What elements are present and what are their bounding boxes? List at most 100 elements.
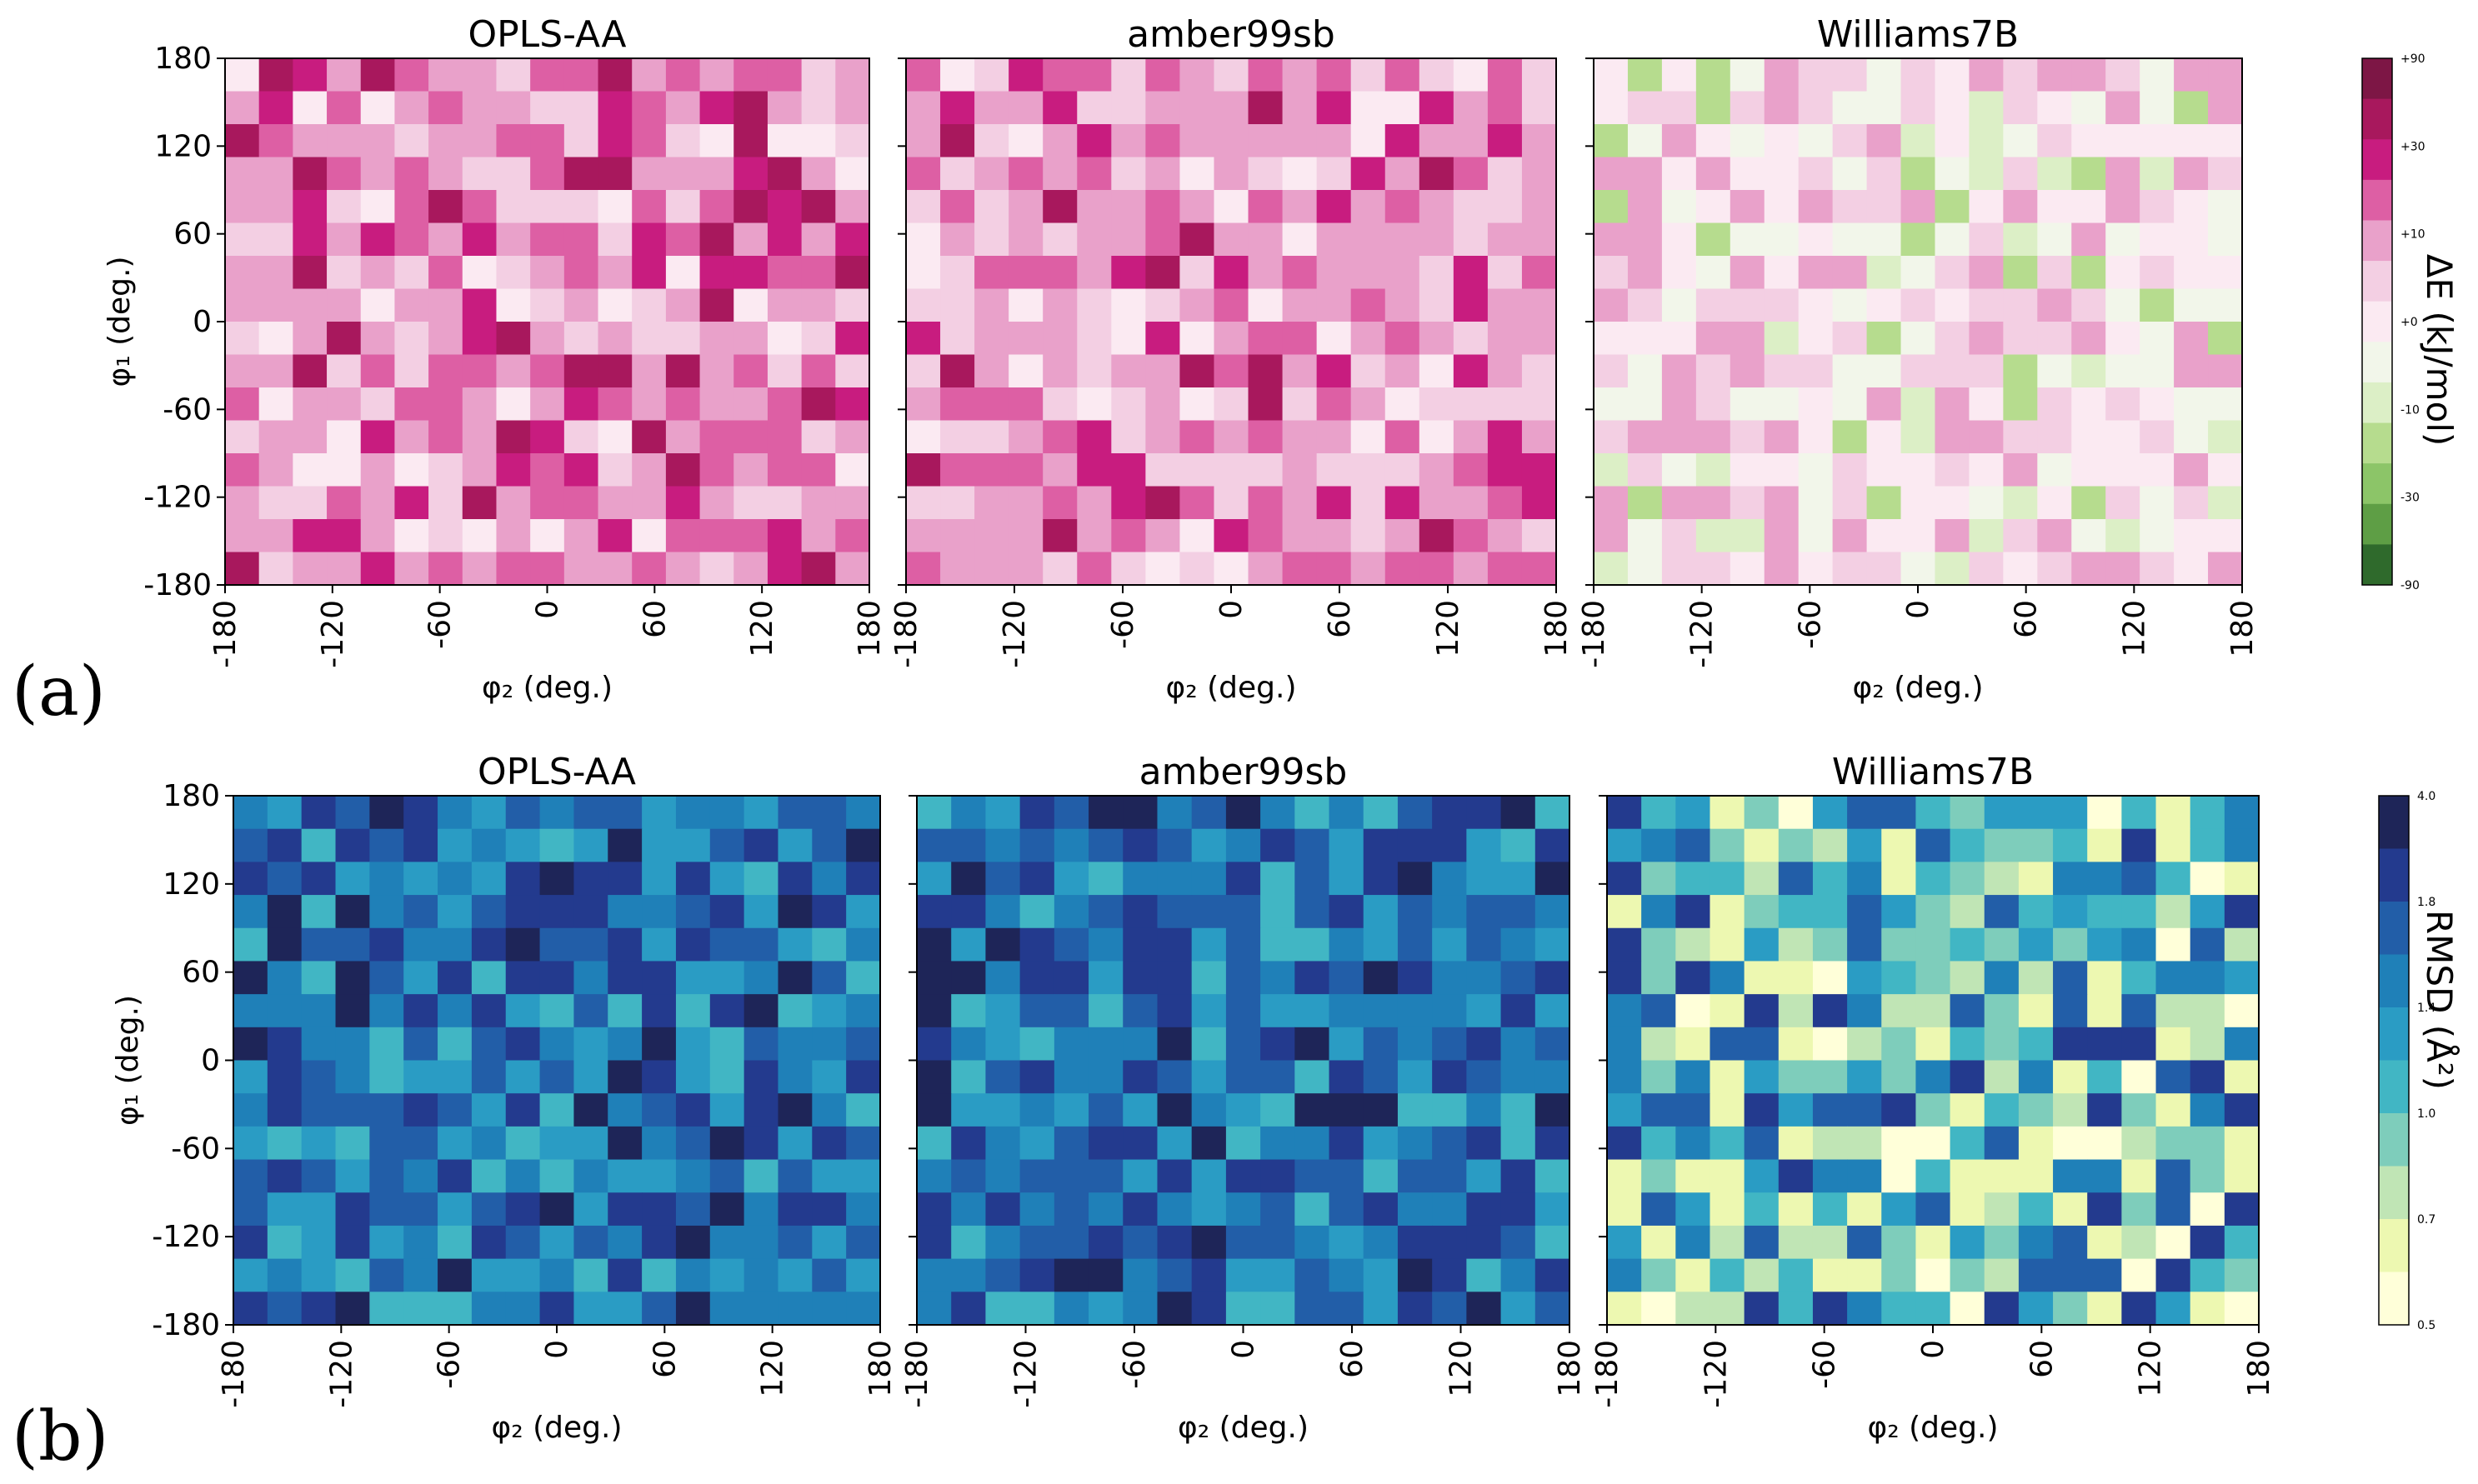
heatmap-cell (1350, 190, 1386, 224)
heatmap-cell (1764, 322, 1800, 356)
heatmap-cell (608, 1192, 643, 1227)
x-tick-label: 0 (540, 1340, 574, 1359)
heatmap-cell (1607, 1292, 1642, 1326)
heatmap-cell (1950, 1060, 1985, 1094)
heatmap-cell (835, 222, 870, 257)
heatmap-cell (1935, 157, 1970, 191)
heatmap-cell (403, 1093, 438, 1127)
heatmap-cell (1145, 519, 1181, 553)
heatmap-cell (539, 895, 575, 929)
heatmap-cell (2037, 58, 2072, 92)
heatmap-cell (642, 1060, 677, 1094)
heatmap-cell (471, 862, 507, 896)
heatmap-cell (2003, 453, 2038, 487)
heatmap-cell (530, 486, 565, 520)
heatmap-cell (1778, 1225, 1814, 1260)
panel-label-a: (a) (12, 652, 106, 732)
heatmap-cell (1695, 124, 1731, 158)
heatmap-cell (1123, 862, 1159, 896)
heatmap-cell (1675, 1126, 1711, 1161)
heatmap-cell (1881, 1027, 1917, 1062)
heatmap-cell (1077, 519, 1112, 553)
heatmap-cell (1363, 1225, 1399, 1260)
heatmap-cell (733, 453, 768, 487)
heatmap-cell (471, 1093, 507, 1127)
panel-title: OPLS-AA (478, 751, 636, 793)
heatmap-cell (1384, 552, 1420, 586)
heatmap-cell (1487, 387, 1523, 422)
heatmap-cell (1432, 796, 1467, 830)
heatmap-cell (1214, 190, 1249, 224)
heatmap-cell (258, 124, 293, 158)
heatmap-cell (1798, 288, 1834, 322)
heatmap-cell (1145, 387, 1181, 422)
panel-title: amber99sb (1127, 13, 1335, 56)
heatmap-cell (1089, 862, 1124, 896)
heatmap-cell (301, 828, 337, 862)
heatmap-cell (2208, 354, 2243, 388)
heatmap-cell (1225, 1292, 1261, 1326)
heatmap-cell (1798, 486, 1834, 520)
heatmap-cell (767, 222, 803, 257)
heatmap-cell (2105, 453, 2140, 487)
x-tick-label: 180 (1539, 600, 1574, 657)
heatmap-cell (906, 354, 941, 388)
heatmap-cell (1866, 420, 1902, 454)
x-tick-label: 0 (1214, 600, 1249, 619)
heatmap-cell (2037, 387, 2072, 422)
colorbar-swatch (2362, 503, 2392, 545)
heatmap-cell (1350, 453, 1386, 487)
heatmap-cell (801, 387, 836, 422)
heatmap-cell (2174, 222, 2209, 257)
heatmap-cell (675, 927, 711, 962)
heatmap-cell (1054, 1060, 1089, 1094)
heatmap-cell (1089, 1093, 1124, 1127)
heatmap-cell (1225, 895, 1261, 929)
colorbar-swatch (2362, 422, 2392, 464)
heatmap-cell (301, 1126, 337, 1161)
heatmap-cell (1594, 354, 1629, 388)
heatmap-cell (1500, 828, 1536, 862)
x-tick-label: 120 (1431, 600, 1465, 657)
heatmap-cell (733, 91, 768, 125)
colorbar-swatch (2362, 463, 2392, 505)
heatmap-cell (632, 354, 667, 388)
heatmap-cell (1627, 519, 1663, 553)
heatmap-cell (496, 354, 531, 388)
heatmap-cell (733, 387, 768, 422)
heatmap-cell (917, 1126, 952, 1161)
heatmap-cell (1248, 190, 1284, 224)
heatmap-cell (709, 895, 745, 929)
heatmap-cell (1294, 961, 1330, 995)
heatmap-cell (1881, 1093, 1917, 1127)
heatmap-cell (1145, 157, 1181, 191)
heatmap-cell (1935, 387, 1970, 422)
heatmap-cell (573, 1027, 608, 1062)
heatmap-cell (608, 1225, 643, 1260)
heatmap-cell (2190, 1192, 2225, 1227)
heatmap-cell (2174, 58, 2209, 92)
heatmap-cell (225, 354, 260, 388)
heatmap-cell (225, 519, 260, 553)
heatmap-cell (917, 961, 952, 995)
heatmap-cell (1915, 1292, 1951, 1326)
heatmap-cell (327, 519, 362, 553)
colorbar-swatch (2379, 902, 2409, 955)
heatmap-cell (327, 354, 362, 388)
heatmap-cell (428, 486, 463, 520)
heatmap-cell (2224, 895, 2260, 929)
heatmap-cell (438, 1027, 473, 1062)
heatmap-cell (1294, 927, 1330, 962)
y-tick-label: 120 (154, 129, 212, 163)
heatmap-cell (530, 222, 565, 257)
heatmap-cell (699, 91, 734, 125)
heatmap-cell (1866, 354, 1902, 388)
heatmap-cell (1812, 1159, 1848, 1193)
heatmap-cell (2155, 796, 2191, 830)
heatmap-cell (1282, 91, 1318, 125)
heatmap-cell (1866, 552, 1902, 586)
heatmap-cell (985, 1292, 1021, 1326)
heatmap-cell (1214, 354, 1249, 388)
heatmap-cell (530, 354, 565, 388)
